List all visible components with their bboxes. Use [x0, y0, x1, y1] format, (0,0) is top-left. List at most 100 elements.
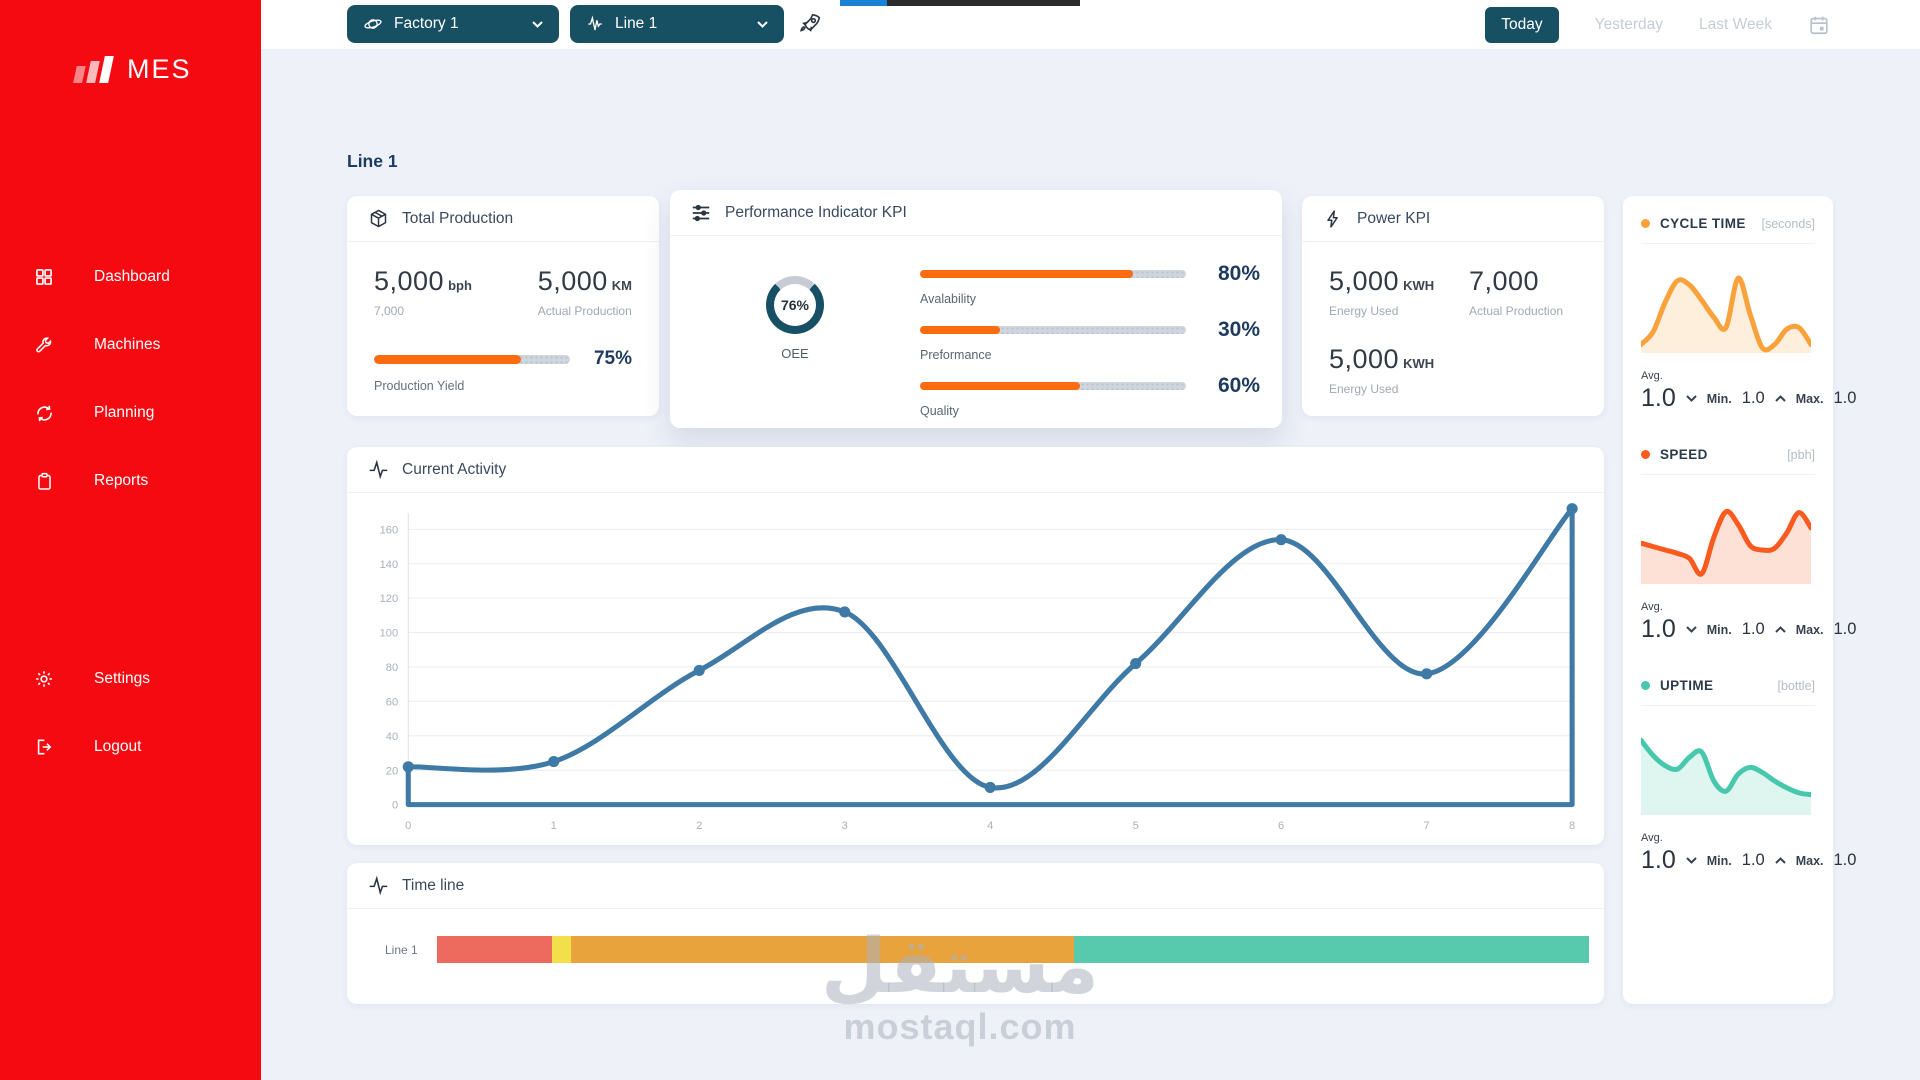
svg-text:6: 6	[1278, 820, 1284, 832]
timeline-row-label: Line 1	[385, 942, 418, 957]
line-select[interactable]: Line 1	[570, 5, 784, 43]
sidebar-item-label: Dashboard	[94, 268, 170, 285]
activity-line-chart: 0 20 40 60 80 100 120 140 160 0 1 2 3 4 5 6 7 8	[380, 503, 1578, 832]
metric-sub: Actual Production	[537, 304, 632, 318]
uptime-sparkline	[1641, 737, 1811, 815]
chevron-down-icon[interactable]	[1686, 395, 1697, 402]
range-lastweek-button[interactable]: Last Week	[1699, 15, 1772, 33]
sidebar-item-reports[interactable]: Reports	[0, 466, 261, 496]
section-unit: [seconds]	[1761, 216, 1815, 231]
sidebar-item-label: Planning	[94, 404, 155, 421]
section-title: CYCLE TIME	[1660, 216, 1746, 231]
range-yesterday-button[interactable]: Yesterday	[1594, 15, 1664, 33]
timeline-segment	[1074, 936, 1589, 963]
svg-text:7: 7	[1424, 820, 1430, 832]
series-dot-icon	[1641, 450, 1650, 459]
svg-text:1: 1	[551, 820, 557, 832]
svg-text:3: 3	[842, 820, 848, 832]
metric-sub: Energy Used	[1329, 382, 1399, 396]
max-value: 1.0	[1833, 620, 1857, 638]
chevron-up-icon[interactable]	[1774, 857, 1786, 864]
energy-used-metric: 5,000 KWH Energy Used	[1329, 266, 1469, 318]
min-value: 1.0	[1741, 620, 1765, 638]
sidebar-item-dashboard[interactable]: Dashboard	[0, 262, 261, 292]
svg-text:140: 140	[380, 559, 399, 571]
progress-overlay-elapsed	[840, 0, 887, 6]
sidebar-item-planning[interactable]: Planning	[0, 398, 261, 428]
range-today-button[interactable]: Today	[1485, 6, 1559, 43]
svg-text:40: 40	[386, 731, 398, 743]
max-value: 1.0	[1833, 851, 1857, 869]
max-label: Max.	[1795, 622, 1824, 637]
chevron-down-icon[interactable]	[1686, 626, 1697, 633]
bar-percent: 30%	[1217, 318, 1260, 341]
logo-bars-icon	[73, 56, 114, 83]
yield-progress-track	[374, 354, 570, 364]
timeline-stacked-bar	[437, 936, 1589, 963]
min-label: Min.	[1706, 853, 1732, 868]
topbar: Factory 1 Line 1 Today Yesterday Last We…	[261, 0, 1920, 49]
speed-section: SPEED [pbh] Avg. 1.0 Min. 1.0 Max. 1.0	[1623, 427, 1856, 644]
line-select-value: Line 1	[615, 15, 658, 32]
bar-label: Avalability	[920, 292, 977, 306]
speed-sparkline	[1641, 508, 1811, 584]
avg-value: 1.0	[1641, 846, 1676, 874]
factory-select-value: Factory 1	[394, 15, 459, 32]
performance-kpi-card: Performance Indicator KPI 76% OEE 80% Av…	[670, 190, 1282, 428]
yield-label: Production Yield	[374, 379, 465, 393]
sidebar-item-logout[interactable]: Logout	[0, 732, 261, 762]
avg-value: 1.0	[1641, 384, 1676, 412]
metric-value: 5,000	[1329, 344, 1400, 374]
pulse-icon	[367, 459, 389, 481]
chevron-up-icon[interactable]	[1774, 395, 1786, 402]
app-logo: MES	[73, 54, 192, 84]
svg-text:80: 80	[386, 662, 398, 674]
card-header: Performance Indicator KPI	[670, 190, 1282, 236]
section-stats: Avg. 1.0 Min. 1.0 Max. 1.0	[1641, 370, 1856, 413]
actual-production-metric: 5,000 KM Actual Production	[538, 266, 632, 318]
metric-sub: Energy Used	[1329, 304, 1399, 318]
logo-text: MES	[127, 54, 192, 84]
card-title: Current Activity	[402, 460, 507, 478]
section-unit: [bottle]	[1777, 678, 1815, 693]
metric-sub: Actual Production	[1469, 304, 1564, 318]
chevron-up-icon[interactable]	[1774, 626, 1786, 633]
sync-arrows-icon	[33, 402, 55, 424]
metric-unit: KM	[611, 278, 632, 293]
timeline-segment	[437, 936, 553, 963]
factory-select[interactable]: Factory 1	[347, 5, 559, 43]
oee-value: 76%	[774, 284, 816, 326]
series-dot-icon	[1641, 681, 1650, 690]
metric-unit: bph	[448, 278, 472, 293]
watermark-domain: mostaql.com	[843, 1006, 1077, 1047]
sidebar-item-settings[interactable]: Settings	[0, 664, 261, 694]
min-value: 1.0	[1741, 389, 1765, 407]
min-value: 1.0	[1741, 851, 1765, 869]
timeline-segment	[570, 936, 1075, 963]
progress-fill	[920, 270, 1133, 278]
total-production-card: Total Production 5,000 bph 7,000 5,000 KM …	[347, 196, 659, 416]
wrench-icon	[33, 334, 55, 356]
timeline-segment	[552, 936, 571, 963]
chevron-down-icon[interactable]	[1686, 857, 1697, 864]
sidebar-item-machines[interactable]: Machines	[0, 330, 261, 360]
metric-value: 7,000	[1469, 266, 1540, 296]
section-stats: Avg. 1.0 Min. 1.0 Max. 1.0	[1641, 601, 1856, 644]
metric-value: 5,000	[374, 266, 445, 296]
card-header: Total Production	[347, 196, 659, 242]
yield-progress-fill	[374, 354, 521, 364]
energy-used-metric: 5,000 KWH Energy Used	[1329, 344, 1469, 396]
svg-text:100: 100	[380, 628, 399, 640]
calendar-icon[interactable]	[1808, 14, 1830, 36]
rocket-icon[interactable]	[797, 11, 823, 37]
card-header: Current Activity	[347, 447, 1604, 493]
power-kpi-card: Power KPI 5,000 KWH Energy Used 7,000 Act…	[1302, 196, 1604, 416]
bar-percent: 60%	[1217, 374, 1260, 397]
actual-production-metric: 7,000 Actual Production	[1469, 266, 1577, 318]
avg-label: Avg.	[1641, 832, 1663, 844]
metric-sub: 7,000	[374, 304, 405, 318]
progress-track	[920, 326, 1186, 334]
chevron-down-icon	[757, 20, 768, 28]
quality-bar: 60% Quality	[920, 374, 1260, 418]
timeline-card: Time line Line 1	[347, 863, 1604, 1004]
